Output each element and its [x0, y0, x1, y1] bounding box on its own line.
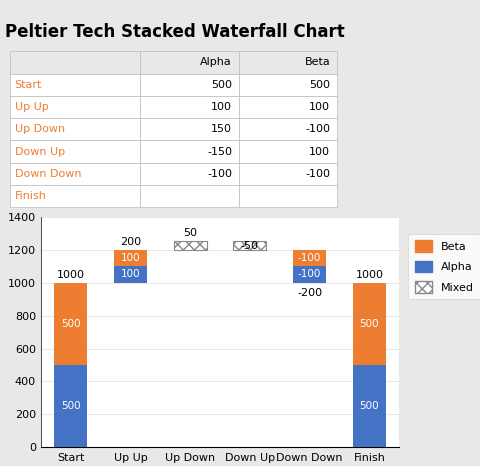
Bar — [233, 241, 266, 250]
FancyBboxPatch shape — [238, 140, 336, 163]
Bar — [293, 250, 325, 266]
FancyBboxPatch shape — [238, 163, 336, 185]
Text: 100: 100 — [309, 102, 329, 112]
Bar — [173, 241, 206, 250]
Bar — [352, 365, 385, 447]
FancyBboxPatch shape — [140, 96, 238, 118]
Text: 1000: 1000 — [57, 270, 84, 280]
Text: Down Down: Down Down — [14, 169, 81, 179]
FancyBboxPatch shape — [238, 96, 336, 118]
FancyBboxPatch shape — [238, 74, 336, 96]
Bar — [54, 282, 87, 365]
FancyBboxPatch shape — [10, 118, 140, 140]
FancyBboxPatch shape — [140, 74, 238, 96]
Bar — [293, 266, 325, 282]
FancyBboxPatch shape — [10, 140, 140, 163]
FancyBboxPatch shape — [10, 96, 140, 118]
FancyBboxPatch shape — [140, 51, 238, 74]
Text: Beta: Beta — [304, 57, 329, 68]
FancyBboxPatch shape — [140, 140, 238, 163]
Bar — [114, 250, 146, 266]
FancyBboxPatch shape — [238, 185, 336, 207]
Text: 100: 100 — [120, 253, 140, 263]
Text: 100: 100 — [211, 102, 231, 112]
Text: Up Up: Up Up — [14, 102, 48, 112]
Text: 500: 500 — [359, 319, 378, 329]
Text: -100: -100 — [206, 169, 231, 179]
Text: Finish: Finish — [14, 191, 46, 201]
Text: 500: 500 — [61, 319, 80, 329]
Text: 200: 200 — [120, 237, 141, 247]
FancyBboxPatch shape — [140, 118, 238, 140]
Text: Peltier Tech Stacked Waterfall Chart: Peltier Tech Stacked Waterfall Chart — [5, 22, 344, 41]
Text: 500: 500 — [211, 80, 231, 90]
Text: 100: 100 — [120, 269, 140, 279]
Text: -200: -200 — [297, 288, 322, 297]
Text: -100: -100 — [304, 124, 329, 134]
Text: -100: -100 — [297, 269, 321, 279]
Text: Up Down: Up Down — [14, 124, 64, 134]
Text: Down Up: Down Up — [14, 147, 64, 157]
Bar — [54, 365, 87, 447]
FancyBboxPatch shape — [10, 51, 140, 74]
Text: -50: -50 — [240, 240, 258, 251]
Text: 500: 500 — [359, 401, 378, 411]
Text: -150: -150 — [206, 147, 231, 157]
Text: 100: 100 — [309, 147, 329, 157]
Text: Start: Start — [14, 80, 42, 90]
FancyBboxPatch shape — [238, 51, 336, 74]
Text: 150: 150 — [211, 124, 231, 134]
Text: 500: 500 — [309, 80, 329, 90]
FancyBboxPatch shape — [10, 163, 140, 185]
FancyBboxPatch shape — [140, 163, 238, 185]
Text: 50: 50 — [183, 228, 197, 239]
Legend: Beta, Alpha, Mixed: Beta, Alpha, Mixed — [408, 234, 479, 299]
Bar — [352, 282, 385, 365]
FancyBboxPatch shape — [10, 185, 140, 207]
Text: 500: 500 — [61, 401, 80, 411]
Text: 1000: 1000 — [355, 270, 383, 280]
Bar — [114, 266, 146, 282]
Text: -100: -100 — [304, 169, 329, 179]
Text: -100: -100 — [297, 253, 321, 263]
FancyBboxPatch shape — [10, 74, 140, 96]
FancyBboxPatch shape — [238, 118, 336, 140]
FancyBboxPatch shape — [140, 185, 238, 207]
Text: Alpha: Alpha — [200, 57, 231, 68]
